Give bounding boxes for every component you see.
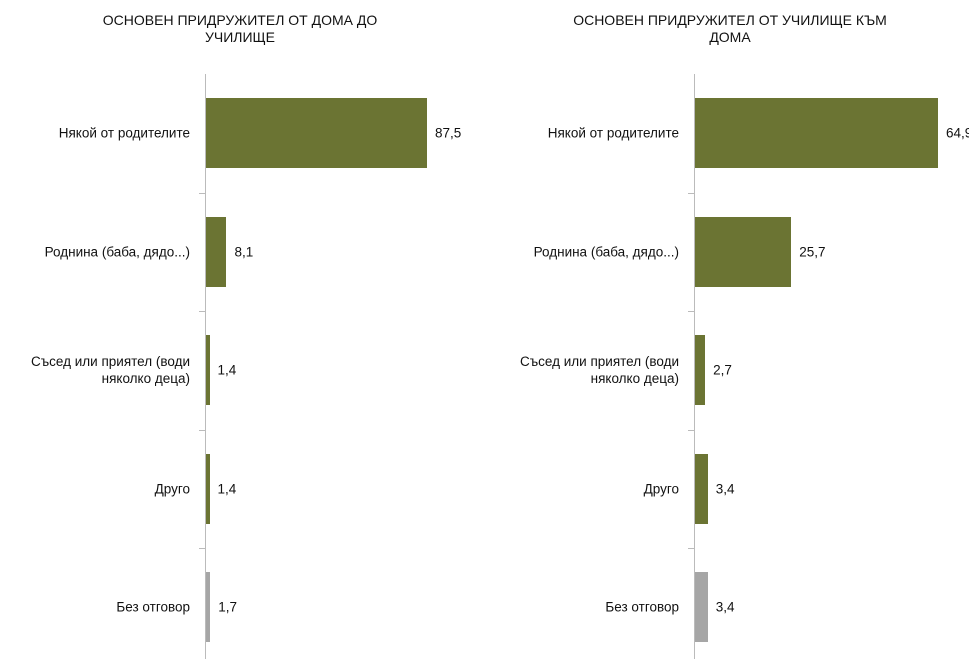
category-separator: [199, 311, 205, 312]
value-label: 87,5: [435, 125, 462, 141]
category-label: Съсед или приятел (води няколко деца): [519, 354, 679, 387]
bar: [206, 216, 227, 287]
chart-title: ОСНОВЕН ПРИДРУЖИТЕЛ ОТ ДОМА ДО УЧИЛИЩЕ: [102, 12, 378, 45]
bar: [206, 98, 427, 169]
value-label: 3,4: [715, 599, 735, 615]
axis-line: [205, 74, 206, 659]
bar: [695, 98, 938, 169]
value-label: 3,4: [715, 481, 735, 497]
bar: [695, 572, 708, 643]
bar: [206, 453, 210, 524]
category-label: Някой от родителите: [547, 125, 679, 141]
axis-line: [694, 74, 695, 659]
bar: [206, 572, 211, 643]
bar: [695, 335, 706, 406]
chart-title: ОСНОВЕН ПРИДРУЖИТЕЛ ОТ УЧИЛИЩЕ КЪМ ДОМА: [573, 12, 887, 45]
category-separator: [199, 192, 205, 194]
category-separator: [199, 548, 205, 549]
category-label: Без отговор: [116, 599, 190, 615]
category-label: Някой от родителите: [58, 125, 190, 141]
bar: [206, 335, 210, 406]
value-label: 8,1: [234, 244, 254, 260]
value-label: 64,9: [946, 125, 969, 141]
bar: [695, 453, 708, 524]
category-label: Без отговор: [605, 599, 679, 615]
category-label: Друго: [643, 481, 679, 497]
value-label: 1,4: [217, 362, 237, 378]
category-label: Друго: [154, 481, 190, 497]
value-label: 1,4: [217, 481, 237, 497]
category-label: Роднина (баба, дядо...): [533, 244, 679, 260]
category-label: Роднина (баба, дядо...): [44, 244, 190, 260]
value-label: 1,7: [218, 599, 238, 615]
bar: [695, 216, 792, 287]
category-separator: [688, 311, 694, 312]
category-separator: [688, 548, 694, 549]
category-separator: [199, 429, 205, 431]
category-separator: [688, 192, 694, 194]
value-label: 25,7: [799, 244, 826, 260]
category-label: Съсед или приятел (води няколко деца): [30, 354, 190, 387]
value-label: 2,7: [713, 362, 732, 378]
category-separator: [688, 429, 694, 431]
